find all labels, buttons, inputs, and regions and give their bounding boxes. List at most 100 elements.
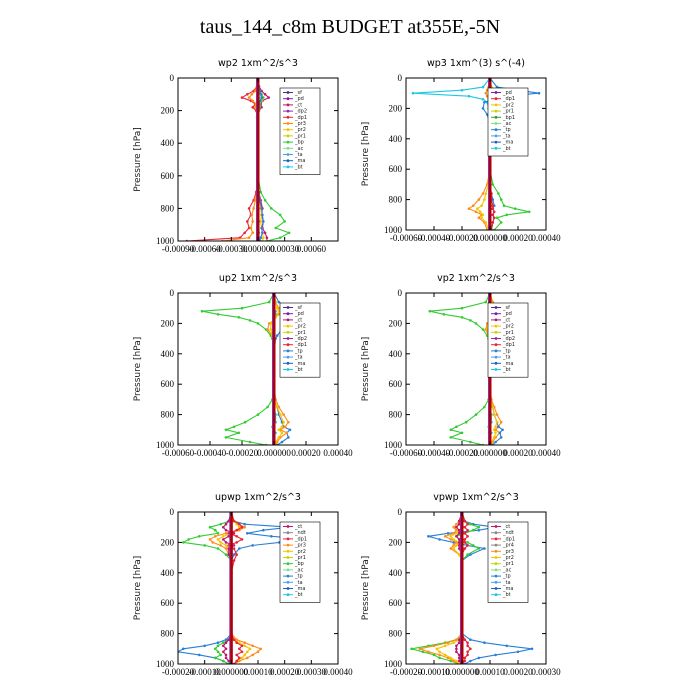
series-point-bp (474, 413, 478, 416)
legend-marker (286, 368, 290, 371)
series-point-ct (457, 528, 461, 532)
series-point-tp (516, 650, 520, 654)
legend-marker (494, 115, 498, 119)
plot-area (185, 78, 291, 241)
series-point-bp (460, 316, 464, 319)
legend-marker (286, 537, 290, 541)
series-point-tp (497, 425, 500, 429)
legend-marker (494, 537, 498, 541)
legend-label: _bt (502, 146, 511, 152)
series-point-ct (224, 528, 228, 532)
legend-label: _ta (502, 580, 511, 586)
series-point-ct (222, 644, 225, 648)
series-point-pr3 (449, 547, 453, 550)
series-point-pr2 (243, 653, 246, 657)
series-point-ct (457, 638, 461, 641)
series-point-dp1 (463, 519, 467, 523)
x-tick-label: 0.000000 (473, 448, 507, 458)
legend-marker (494, 556, 498, 559)
series-point-dp1 (246, 220, 249, 223)
legend-marker (286, 355, 290, 359)
y-tick-label: 200 (161, 106, 175, 116)
series-point-pr2 (269, 328, 273, 331)
legend-label: _dp1 (502, 96, 515, 102)
legend-label: _ct (294, 317, 302, 323)
series-point-ct (455, 650, 458, 654)
series-point-pr3 (481, 192, 485, 195)
y-tick-label: 600 (389, 379, 403, 389)
y-tick-label: 600 (161, 379, 175, 389)
series-point-pr2 (275, 405, 279, 409)
series-point-bp (505, 213, 509, 217)
series-point-pr3 (455, 522, 458, 526)
legend-label: _dp1 (294, 342, 307, 348)
series-point-pr3 (251, 99, 254, 103)
legend-label: _tp (294, 574, 303, 580)
series-point-bp (263, 199, 267, 202)
series-point-tp (275, 334, 279, 337)
series-point-bp (428, 309, 432, 313)
legend-marker (286, 549, 290, 553)
series-point-pr2 (476, 207, 479, 210)
legend-label: _pr2 (294, 549, 306, 555)
legend-marker (494, 97, 498, 101)
x-tick-label: -0.00040 (418, 233, 451, 243)
series-point-dp1 (466, 653, 469, 657)
legend-marker (494, 306, 498, 309)
y-tick-label: 0 (398, 288, 403, 298)
panel-6: vpwp 1xm^2/s^3 Pressure [hPa] 0 200 400 600 80… (361, 492, 561, 677)
legend-label: _ct (294, 102, 302, 108)
series-point-pr3 (432, 644, 436, 648)
legend-label: _sf (294, 90, 302, 96)
series-point-dp1 (251, 106, 254, 109)
legend-label: _bt (294, 164, 303, 170)
y-tick-label: 200 (161, 537, 175, 547)
series-point-pr2 (435, 647, 439, 651)
series-point-tp (469, 638, 472, 641)
legend-marker (494, 109, 498, 113)
series-point-dp1 (232, 519, 236, 523)
series-point-bp (216, 547, 220, 550)
series-point-pr2 (452, 641, 455, 644)
series-line-bp (181, 512, 232, 664)
y-tick-label: 0 (170, 507, 175, 517)
series-point-tp (483, 547, 486, 550)
y-tick-label: 1000 (384, 440, 403, 450)
series-point-pr2 (280, 425, 284, 429)
y-axis-label: Pressure [hPa] (361, 122, 371, 187)
series-point-dp1 (463, 525, 467, 529)
legend-label: _ct (502, 317, 510, 323)
legend-marker (286, 543, 290, 547)
series-point-pr3 (446, 641, 450, 644)
legend-marker (494, 593, 498, 597)
series-point-bp (248, 319, 252, 322)
x-tick-label: 0.00010 (475, 667, 505, 677)
legend-label: _ta (294, 355, 303, 361)
y-tick-label: 600 (161, 171, 175, 181)
legend-label: _dp1 (294, 536, 307, 542)
legend-label: _bt (294, 367, 303, 373)
series-point-pr2 (443, 653, 447, 657)
legend-marker (494, 343, 498, 347)
series-point-bt (481, 98, 485, 101)
series-point-pr3 (243, 641, 246, 644)
series-point-bp (214, 656, 217, 660)
series-point-pr3 (282, 413, 285, 416)
series-point-dp1 (240, 644, 244, 648)
series-point-pr2 (219, 541, 222, 544)
y-axis-label: Pressure [hPa] (361, 337, 371, 402)
series-point-pr3 (250, 213, 254, 217)
series-point-bp (243, 420, 247, 424)
series-point-bp (270, 207, 273, 210)
series-point-ct (260, 106, 263, 109)
series-point-bp (200, 309, 204, 313)
y-tick-label: 200 (389, 103, 403, 113)
legend-marker (286, 146, 290, 150)
series-point-pr3 (251, 644, 254, 648)
x-tick-label: 0.000000 (473, 233, 507, 243)
panel-title: upwp 1xm^2/s^3 (215, 492, 301, 503)
series-point-pr3 (243, 525, 246, 529)
series-point-pr3 (471, 204, 475, 207)
series-point-dp1 (247, 207, 251, 210)
